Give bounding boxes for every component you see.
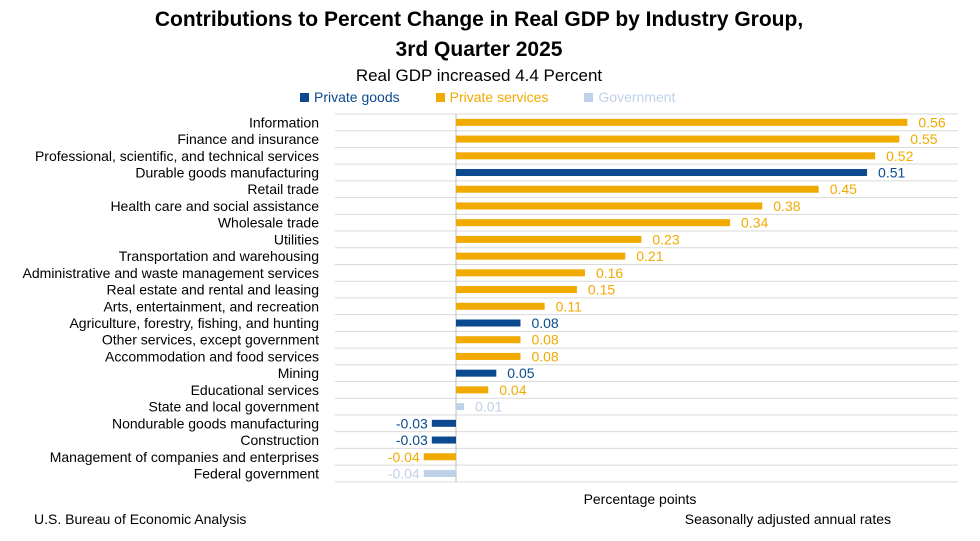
data-label: -0.03 <box>396 432 428 448</box>
category-label: Nondurable goods manufacturing <box>112 415 319 431</box>
bar <box>456 152 876 160</box>
bar <box>456 386 489 394</box>
category-label: Management of companies and enterprises <box>50 449 319 465</box>
bar <box>456 135 900 143</box>
category-label: Other services, except government <box>102 332 319 348</box>
bar <box>423 453 456 461</box>
bar <box>456 235 642 243</box>
data-label: 0.01 <box>475 399 502 415</box>
category-label: Real estate and rental and leasing <box>107 282 319 298</box>
data-label: 0.23 <box>652 231 679 247</box>
bar <box>456 403 465 411</box>
legend-swatch-government <box>584 92 594 102</box>
bar <box>456 118 908 126</box>
legend-swatch-private-services <box>435 92 445 102</box>
data-label: 0.51 <box>878 165 905 181</box>
legend-swatch-private-goods <box>300 92 309 102</box>
category-label: Professional, scientific, and technical … <box>35 148 319 164</box>
data-label: 0.21 <box>636 248 663 264</box>
data-label: -0.04 <box>388 465 420 481</box>
category-label: Utilities <box>274 231 319 247</box>
category-label: Construction <box>240 432 319 448</box>
legend-item-private-goods: Private goods <box>300 89 400 105</box>
category-label: State and local government <box>149 399 320 415</box>
category-label: Federal government <box>194 465 319 481</box>
legend: Private goods Private services Governmen… <box>300 88 711 106</box>
data-label: 0.38 <box>773 198 800 214</box>
data-label: 0.52 <box>886 148 913 164</box>
data-label: 0.45 <box>830 181 857 197</box>
legend-item-government: Government <box>584 89 675 105</box>
bar <box>456 185 819 193</box>
bar <box>456 202 763 210</box>
legend-label-private-goods: Private goods <box>314 89 400 105</box>
data-label: 0.56 <box>918 114 945 130</box>
bar <box>456 269 585 277</box>
category-label: Wholesale trade <box>218 215 319 231</box>
data-label: 0.15 <box>588 282 615 298</box>
category-label: Information <box>249 114 319 130</box>
bar <box>456 319 521 327</box>
legend-item-private-services: Private services <box>435 89 549 105</box>
data-label: 0.34 <box>741 215 768 231</box>
bar <box>456 169 868 177</box>
bar <box>423 469 456 477</box>
bar <box>456 302 545 310</box>
bar <box>456 352 521 360</box>
bar <box>456 286 577 294</box>
category-label: Educational services <box>191 382 319 398</box>
bar <box>456 336 521 344</box>
category-label: Finance and insurance <box>177 131 319 147</box>
category-label: Arts, entertainment, and recreation <box>103 298 319 314</box>
data-label: 0.08 <box>531 332 558 348</box>
source-note: U.S. Bureau of Economic Analysis <box>34 511 247 527</box>
legend-label-private-services: Private services <box>449 89 549 105</box>
data-label: 0.16 <box>596 265 623 281</box>
x-axis-label: Percentage points <box>583 491 697 507</box>
data-label: 0.08 <box>531 315 558 331</box>
category-label: Retail trade <box>247 181 319 197</box>
chart-title-line2: 3rd Quarter 2025 <box>395 38 563 61</box>
category-label: Health care and social assistance <box>110 198 319 214</box>
bar <box>456 219 731 227</box>
data-label: 0.04 <box>499 382 526 398</box>
category-label: Administrative and waste management serv… <box>23 265 319 281</box>
data-label: 0.08 <box>531 348 558 364</box>
chart-subtitle: Real GDP increased 4.4 Percent <box>355 66 603 85</box>
data-label: 0.55 <box>910 131 937 147</box>
chart-title-line1: Contributions to Percent Change in Real … <box>154 8 804 31</box>
data-label: 0.05 <box>507 365 534 381</box>
data-label: 0.11 <box>556 298 582 314</box>
legend-label-government: Government <box>598 89 676 105</box>
bar <box>431 419 456 427</box>
bar <box>456 252 626 260</box>
data-label: -0.03 <box>396 415 428 431</box>
data-label: -0.04 <box>388 449 420 465</box>
bar <box>431 436 456 444</box>
category-label: Agriculture, forestry, fishing, and hunt… <box>69 315 319 331</box>
rates-note: Seasonally adjusted annual rates <box>684 511 891 527</box>
category-label: Transportation and warehousing <box>119 248 319 264</box>
bar <box>456 369 497 377</box>
category-label: Mining <box>278 365 319 381</box>
category-label: Accommodation and food services <box>105 348 319 364</box>
category-label: Durable goods manufacturing <box>135 165 319 181</box>
